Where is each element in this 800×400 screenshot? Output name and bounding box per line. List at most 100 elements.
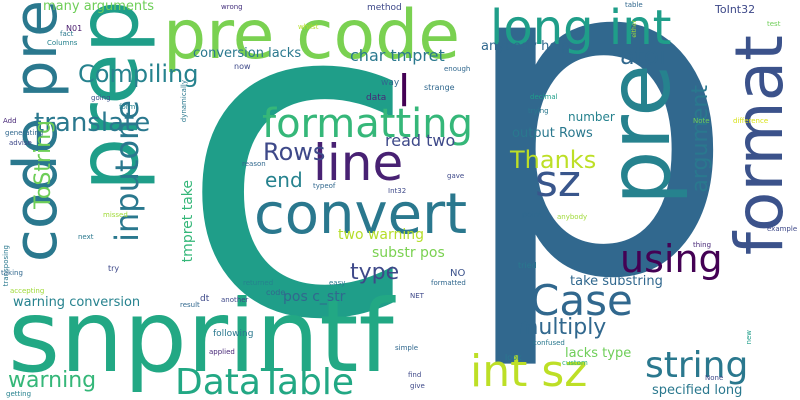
word-pre: pre	[590, 64, 690, 205]
word-form: form	[119, 103, 136, 111]
word-transposing: transposing	[2, 245, 10, 287]
word-compiling: Compiling	[78, 60, 199, 88]
word-using: using	[620, 237, 723, 281]
word-int-sz: int sz	[470, 346, 588, 397]
word-next: next	[78, 233, 94, 241]
word-returned: returned	[243, 279, 274, 287]
word-p: p	[455, 0, 738, 376]
word-taking: taking	[1, 269, 23, 277]
word-note: Note	[693, 117, 710, 125]
word-type: type	[350, 260, 400, 285]
word-toint32: ToInt32	[715, 3, 756, 16]
word-confused: confused	[533, 339, 565, 347]
word-following: following	[213, 329, 254, 339]
word-find: find	[408, 371, 422, 379]
word-look: look	[505, 353, 522, 362]
word-int32: Int32	[388, 187, 407, 195]
word-substr-pos: substr pos	[372, 245, 445, 261]
word-pre-code: pre code	[163, 0, 461, 75]
word-difference: difference	[733, 117, 769, 125]
word-n01: N01	[66, 24, 83, 33]
word-sz: sz	[535, 156, 582, 207]
word-point: point	[522, 210, 543, 219]
word-thing: thing	[693, 241, 712, 249]
word-getting: getting	[6, 390, 32, 398]
word-conversion-lacks: conversion lacks	[193, 46, 302, 61]
word-thanks: Thanks	[510, 146, 597, 174]
word-specified-long: specified long	[652, 383, 743, 398]
word-string: string	[645, 345, 749, 386]
word-anybody-help: anybody help	[481, 39, 570, 54]
word-dt: dt	[200, 294, 210, 304]
word-custom: custom	[562, 359, 588, 367]
word-warning-conversion: warning conversion	[13, 295, 141, 310]
word-many-arguments: many arguments	[43, 0, 155, 14]
word-none: None	[705, 374, 724, 382]
word-either: either	[631, 20, 638, 38]
word-net: NET	[410, 292, 424, 300]
word-formatting: formatting	[262, 101, 473, 147]
word-accepting: accepting	[10, 287, 45, 295]
word-tried: tried	[518, 261, 537, 270]
word-gave: gave	[447, 172, 465, 180]
word-example: example	[767, 225, 798, 233]
word-give: give	[410, 382, 425, 390]
word-convert: convert	[254, 182, 468, 247]
word-fact: fact	[60, 30, 74, 38]
word-strange: strange	[424, 83, 455, 92]
word-datatable: DataTable	[175, 362, 355, 400]
word-anybody: anybody	[557, 213, 588, 221]
word-columns: Columns	[47, 39, 78, 47]
word-format: format	[721, 35, 798, 256]
word-simple: simple	[395, 344, 419, 352]
word-easy: easy	[329, 279, 346, 287]
word-data: data	[366, 93, 387, 103]
word-way: way	[381, 78, 400, 88]
word-dynamically: dynamically	[180, 80, 188, 123]
word-long-int: long int	[490, 0, 672, 56]
word-two-warning: two warning	[338, 227, 425, 243]
word-warning: warning	[8, 368, 97, 393]
word-new: new	[745, 330, 753, 345]
word-formatted: formatted	[431, 279, 466, 287]
word-trying: trying	[528, 107, 549, 115]
word-char-tmpret: char tmpret	[350, 46, 445, 65]
word-applied: applied	[209, 348, 235, 356]
word-method: method	[367, 3, 402, 13]
word-case: Case	[530, 276, 633, 325]
word-no: NO	[450, 268, 466, 279]
word-c: c	[178, 0, 420, 400]
word-snprintf: snprintf	[8, 278, 394, 395]
word-lacks-type: lacks type	[565, 346, 632, 361]
word-take-substring: take substring	[570, 274, 663, 289]
word-l: l	[398, 66, 411, 117]
word-try: try	[108, 264, 120, 273]
word-translate: translate	[34, 108, 151, 138]
word-atoi: atoi	[620, 42, 666, 70]
word-number: number	[568, 110, 615, 124]
word-add: Add	[3, 117, 17, 125]
word-going: going	[91, 94, 111, 102]
word-argument: argument	[688, 85, 713, 193]
word-now: now	[234, 62, 251, 71]
word-another: another	[221, 296, 249, 304]
word-line: line	[313, 134, 404, 192]
word-missed: missed	[103, 211, 128, 219]
word-reason: reason	[242, 160, 266, 168]
word-tmpret-take: tmpret take	[180, 180, 196, 263]
word-multiply: multiply	[517, 315, 607, 340]
word-wrong: wrong	[221, 3, 243, 11]
word-table: table	[625, 1, 643, 9]
word-whilst: whilst	[298, 23, 319, 31]
word-decimal: decimal	[530, 93, 558, 101]
word-enough: enough	[444, 65, 471, 73]
word-test: test	[767, 20, 781, 28]
word-code: code	[266, 288, 286, 297]
word-typeof: typeof	[313, 182, 336, 190]
word-read-two: read two	[385, 131, 456, 150]
word-output-rows: output Rows	[512, 126, 593, 141]
word-end: end	[265, 168, 303, 192]
word-result: result	[180, 301, 200, 309]
word-advise: advise	[9, 139, 32, 147]
